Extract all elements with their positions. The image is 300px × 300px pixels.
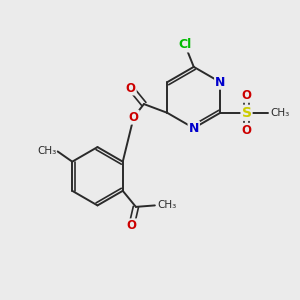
Text: O: O [127,219,136,232]
Text: N: N [189,122,199,135]
Text: O: O [242,124,251,137]
Text: Cl: Cl [178,38,192,52]
Text: CH₃: CH₃ [271,108,290,118]
Text: O: O [242,89,251,102]
Text: O: O [126,82,136,94]
Text: N: N [215,76,226,89]
Text: CH₃: CH₃ [157,200,176,210]
Text: S: S [242,106,251,120]
Text: CH₃: CH₃ [37,146,56,157]
Text: O: O [129,111,139,124]
